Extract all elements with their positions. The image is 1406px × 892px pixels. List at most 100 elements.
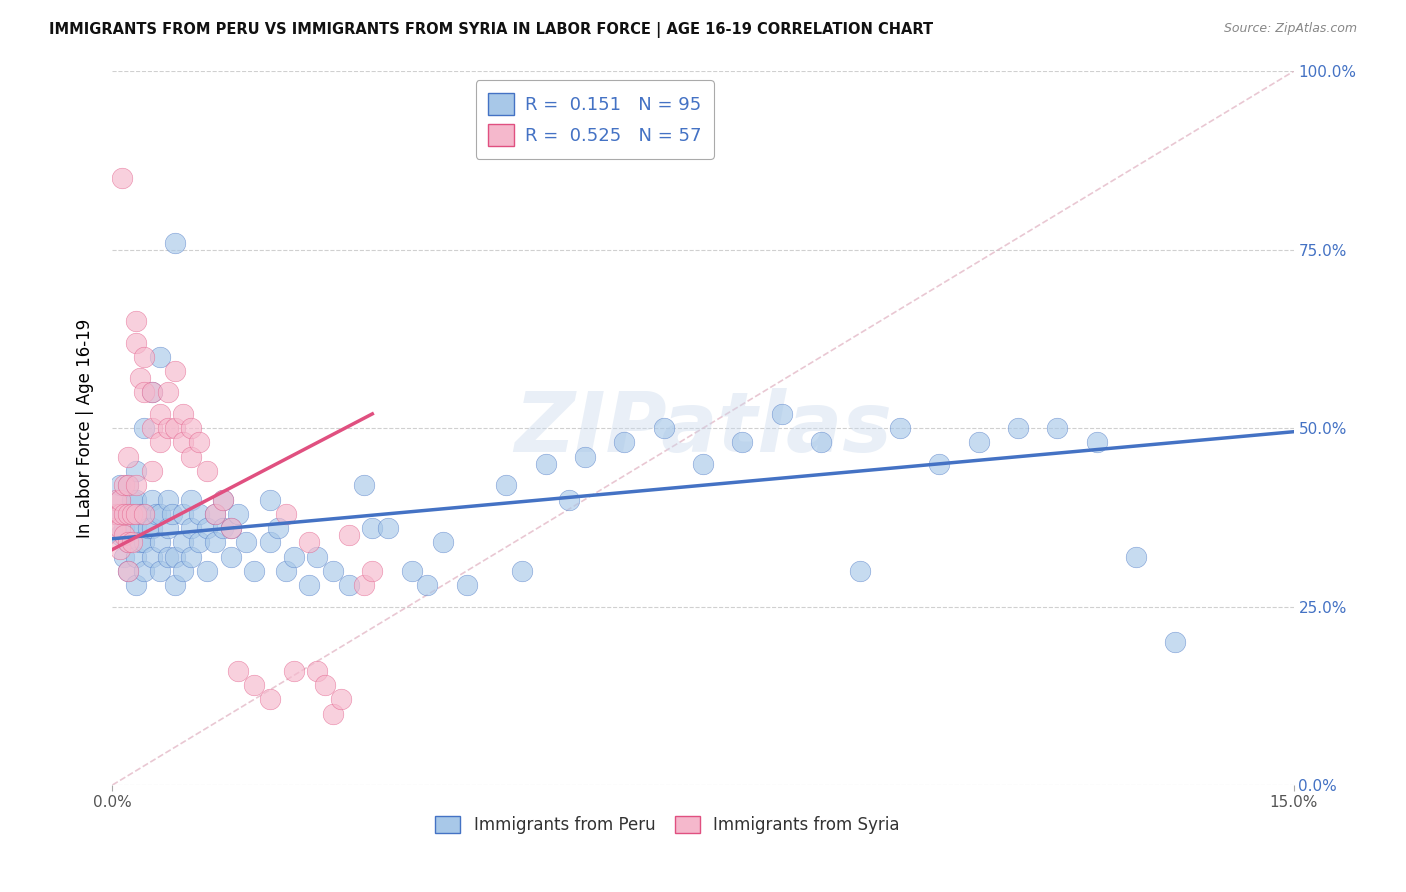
Point — [889, 421, 911, 435]
Point — [149, 435, 172, 450]
Point — [121, 492, 143, 507]
Point — [692, 457, 714, 471]
Point — [129, 371, 152, 385]
Point — [283, 549, 305, 564]
Point — [104, 521, 127, 535]
Point — [105, 507, 128, 521]
Point — [121, 507, 143, 521]
Point — [110, 528, 132, 542]
Point — [731, 435, 754, 450]
Point — [274, 564, 297, 578]
Point — [132, 385, 155, 400]
Point — [117, 450, 139, 464]
Point — [172, 507, 194, 521]
Point — [141, 549, 163, 564]
Point — [361, 521, 384, 535]
Point — [136, 521, 159, 535]
Point — [259, 535, 281, 549]
Point — [121, 535, 143, 549]
Point — [188, 507, 211, 521]
Point — [141, 464, 163, 478]
Point — [132, 421, 155, 435]
Point — [172, 407, 194, 421]
Y-axis label: In Labor Force | Age 16-19: In Labor Force | Age 16-19 — [76, 318, 94, 538]
Point — [180, 492, 202, 507]
Point — [149, 507, 172, 521]
Point — [156, 492, 179, 507]
Point — [204, 535, 226, 549]
Point — [180, 450, 202, 464]
Legend: Immigrants from Peru, Immigrants from Syria: Immigrants from Peru, Immigrants from Sy… — [429, 809, 907, 841]
Point — [112, 549, 135, 564]
Point — [534, 457, 557, 471]
Point — [401, 564, 423, 578]
Point — [165, 578, 187, 592]
Point — [121, 521, 143, 535]
Point — [172, 564, 194, 578]
Point — [125, 521, 148, 535]
Point — [211, 521, 233, 535]
Point — [156, 421, 179, 435]
Point — [117, 564, 139, 578]
Point — [117, 535, 139, 549]
Point — [432, 535, 454, 549]
Point — [110, 478, 132, 492]
Point — [149, 407, 172, 421]
Point — [195, 521, 218, 535]
Point — [770, 407, 793, 421]
Point — [283, 664, 305, 678]
Point — [353, 578, 375, 592]
Point — [145, 507, 167, 521]
Point — [188, 435, 211, 450]
Point — [110, 507, 132, 521]
Point — [129, 535, 152, 549]
Point — [259, 492, 281, 507]
Point — [156, 521, 179, 535]
Point — [456, 578, 478, 592]
Point — [125, 578, 148, 592]
Point — [117, 478, 139, 492]
Point — [141, 521, 163, 535]
Point — [219, 521, 242, 535]
Point — [849, 564, 872, 578]
Point — [110, 521, 132, 535]
Point — [117, 478, 139, 492]
Point — [165, 421, 187, 435]
Point — [204, 507, 226, 521]
Point — [211, 492, 233, 507]
Point — [156, 385, 179, 400]
Point — [322, 706, 344, 721]
Point — [1164, 635, 1187, 649]
Text: ZIPatlas: ZIPatlas — [515, 388, 891, 468]
Point — [307, 664, 329, 678]
Point — [1046, 421, 1069, 435]
Point — [112, 521, 135, 535]
Point — [353, 478, 375, 492]
Point — [337, 578, 360, 592]
Point — [132, 535, 155, 549]
Point — [125, 549, 148, 564]
Point — [211, 492, 233, 507]
Point — [117, 564, 139, 578]
Point — [322, 564, 344, 578]
Point — [1007, 421, 1029, 435]
Point — [149, 564, 172, 578]
Point — [558, 492, 581, 507]
Point — [149, 535, 172, 549]
Point — [132, 507, 155, 521]
Point — [141, 492, 163, 507]
Point — [228, 664, 250, 678]
Point — [125, 478, 148, 492]
Point — [574, 450, 596, 464]
Point — [243, 564, 266, 578]
Point — [165, 549, 187, 564]
Point — [105, 492, 128, 507]
Point — [149, 350, 172, 364]
Point — [112, 507, 135, 521]
Point — [141, 385, 163, 400]
Point — [117, 507, 139, 521]
Point — [228, 507, 250, 521]
Point — [267, 521, 290, 535]
Point — [125, 507, 148, 521]
Point — [219, 549, 242, 564]
